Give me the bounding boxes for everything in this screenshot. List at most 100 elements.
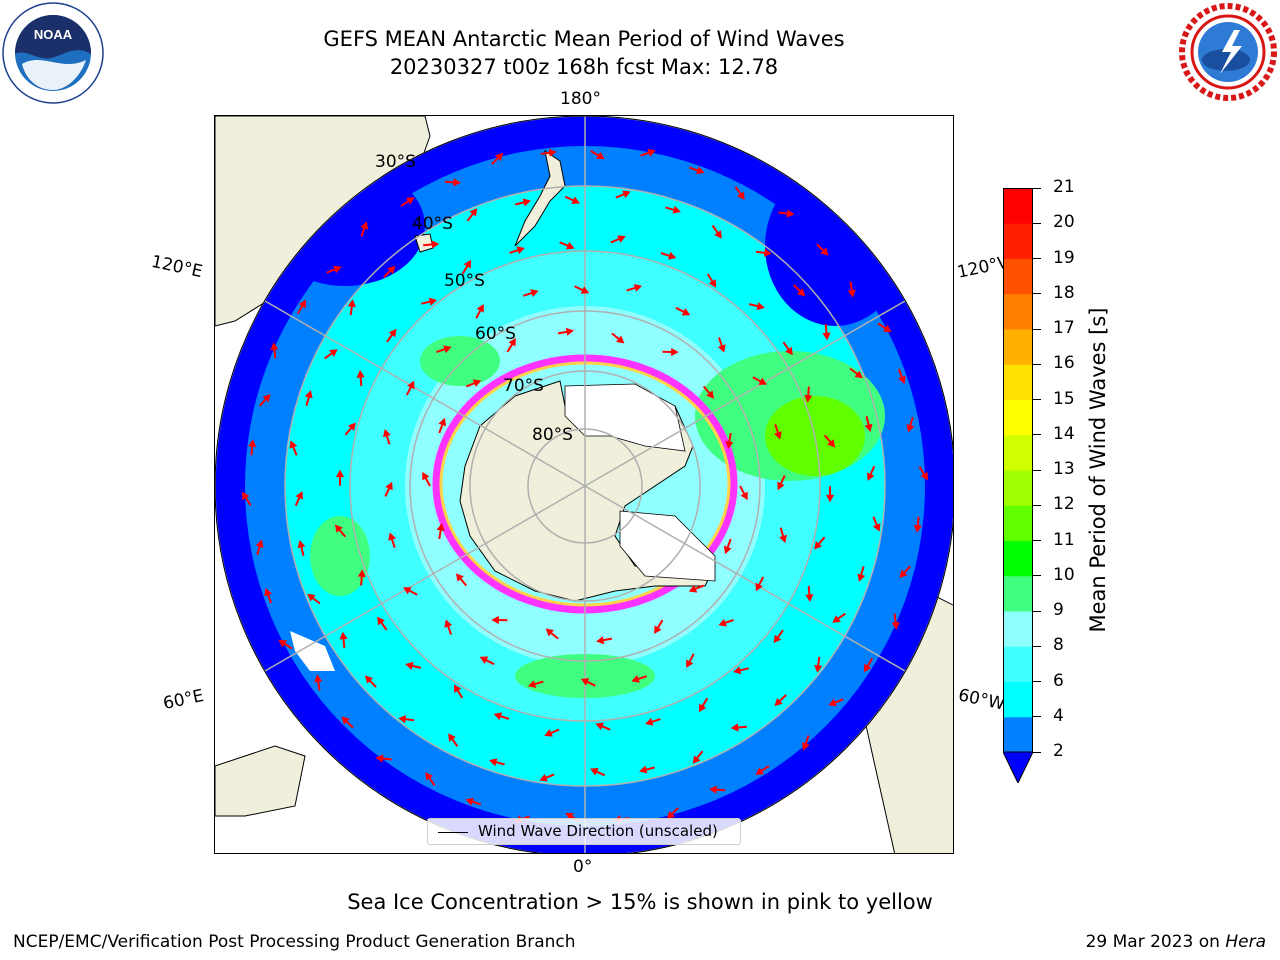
wind-wave-arrowhead [463, 259, 472, 269]
wind-wave-arrowhead [425, 772, 433, 781]
wind-wave-arrowhead [333, 265, 342, 274]
wind-wave-arrowhead [872, 523, 881, 532]
wind-wave-arrowhead [508, 337, 516, 347]
colorbar-tick-label: 21 [1053, 177, 1075, 197]
lat-label-60s: 60°S [475, 324, 516, 344]
wind-wave-arrowhead [622, 190, 631, 199]
wind-wave-arrowhead [304, 390, 313, 399]
wind-wave-arrowhead [706, 390, 715, 399]
lon-label-0: 0° [573, 857, 593, 877]
wind-wave-arrowhead [864, 423, 873, 432]
wind-wave-arrowhead [863, 663, 872, 673]
wind-wave-arrowhead [825, 494, 835, 503]
wind-wave-arrowhead [565, 327, 574, 336]
wind-wave-arrowhead [335, 469, 345, 478]
wind-wave-arrowhead [264, 587, 272, 597]
colorbar-tick-mark [1033, 328, 1041, 330]
wind-wave-arrowhead [289, 440, 298, 449]
wind-wave-arrowhead [645, 717, 654, 726]
wind-wave-arrowhead [314, 674, 323, 683]
wind-wave-arrowhead [617, 235, 626, 243]
wind-wave-arrowhead [241, 491, 250, 501]
wind-wave-arrowhead [740, 491, 748, 501]
wind-wave-arrowhead [472, 379, 482, 388]
wind-wave-arrowhead [580, 286, 590, 294]
wind-wave-arrowhead [375, 754, 384, 763]
wind-wave-arrowhead [827, 439, 836, 448]
wind-wave-arrowhead [785, 346, 793, 356]
colorbar-tick-mark [1033, 751, 1041, 753]
colorbar-tick-mark [1033, 187, 1041, 189]
land-africa-edge [215, 745, 306, 817]
colorbar-tick-label: 10 [1053, 564, 1075, 585]
lat-label-70s: 70°S [503, 376, 544, 396]
lat-label-80s: 80°S [532, 425, 573, 445]
colorbar-label: Mean Period of Wind Waves [s] [1086, 307, 1110, 633]
colorbar-tick-label: 12 [1053, 494, 1075, 515]
wind-wave-arrowhead [822, 332, 831, 341]
wind-wave-arrowhead [639, 765, 648, 774]
wind-wave-arrowhead [422, 471, 430, 481]
wind-wave-arrowhead [357, 569, 366, 578]
wind-wave-arrowhead [405, 661, 414, 670]
wind-wave-arrowhead [431, 240, 440, 249]
wind-wave-arrowhead [530, 289, 539, 298]
wind-wave-arrowhead [398, 715, 407, 724]
wind-wave-arrowhead [341, 716, 350, 725]
wind-wave-arrowhead [565, 812, 574, 821]
colorbar-band [1003, 716, 1033, 753]
wind-wave-arrowhead [801, 742, 810, 751]
colorbar-band [1003, 258, 1033, 295]
wind-wave-arrowhead [709, 785, 717, 794]
colorbar-tick-mark [1033, 716, 1041, 718]
wind-wave-arrowhead [647, 148, 656, 157]
polar-map-canvas [215, 116, 953, 853]
colorbar-band [1003, 540, 1033, 577]
wind-wave-arrowhead [295, 491, 304, 500]
colorbar-band [1003, 505, 1033, 541]
wind-wave-arrowhead [899, 569, 908, 579]
wind-wave-arrowhead [696, 166, 705, 175]
wind-wave-arrowhead [672, 205, 681, 214]
colorbar-band [1003, 188, 1033, 224]
wind-wave-arrowhead [671, 347, 679, 357]
wind-wave-arrowhead [717, 344, 726, 353]
wind-wave-arrowhead [545, 628, 554, 637]
wind-wave-arrowhead [708, 279, 717, 288]
wind-wave-arrowhead [491, 615, 499, 625]
wind-wave-arrowhead [262, 393, 271, 403]
wind-wave-arrowhead [448, 733, 456, 742]
wind-wave-arrowhead [666, 810, 676, 820]
wind-wave-arrowhead [347, 299, 356, 308]
wind-wave-arrowhead [596, 636, 605, 645]
colorbar-tick-label: 17 [1053, 318, 1075, 338]
wind-wave-arrowhead [382, 428, 391, 438]
colorbar-band [1003, 293, 1033, 330]
wind-wave-arrowhead [278, 639, 287, 648]
wind-wave-arrowhead [479, 656, 489, 664]
wind-wave-arrowhead [681, 308, 691, 316]
wind-wave-arrowhead [407, 380, 415, 390]
colorbar-band [1003, 611, 1033, 647]
colorbar-tick-mark [1033, 610, 1041, 612]
colorbar-tick-mark [1033, 258, 1041, 259]
wind-wave-arrowhead [718, 618, 727, 627]
wind-wave-arrowhead [248, 439, 257, 448]
wind-wave-arrowhead [854, 370, 863, 379]
colorbar-tick-label: 2 [1053, 741, 1064, 761]
wind-wave-arrowhead [755, 582, 763, 592]
colorbar-tick-label: 16 [1053, 353, 1075, 374]
wind-wave-arrowhead [633, 283, 643, 292]
wind-wave-arrowhead [298, 299, 307, 309]
lat-label-50s: 50°S [444, 271, 485, 291]
wind-wave-arrowhead [820, 247, 829, 256]
colorbar-tick-label: 8 [1053, 635, 1064, 656]
colorbar-band [1003, 399, 1033, 436]
colorbar-band [1003, 434, 1033, 471]
wind-wave-arrowhead [920, 471, 929, 481]
wind-wave-arrowhead [692, 755, 701, 764]
wind-wave-arrowhead [883, 324, 892, 333]
colorbar-tick-label: 4 [1053, 705, 1064, 726]
colorbar-tick-mark [1033, 434, 1041, 436]
map-subtitle: 20230327 t00z 168h fcst Max: 12.78 [389, 55, 779, 79]
